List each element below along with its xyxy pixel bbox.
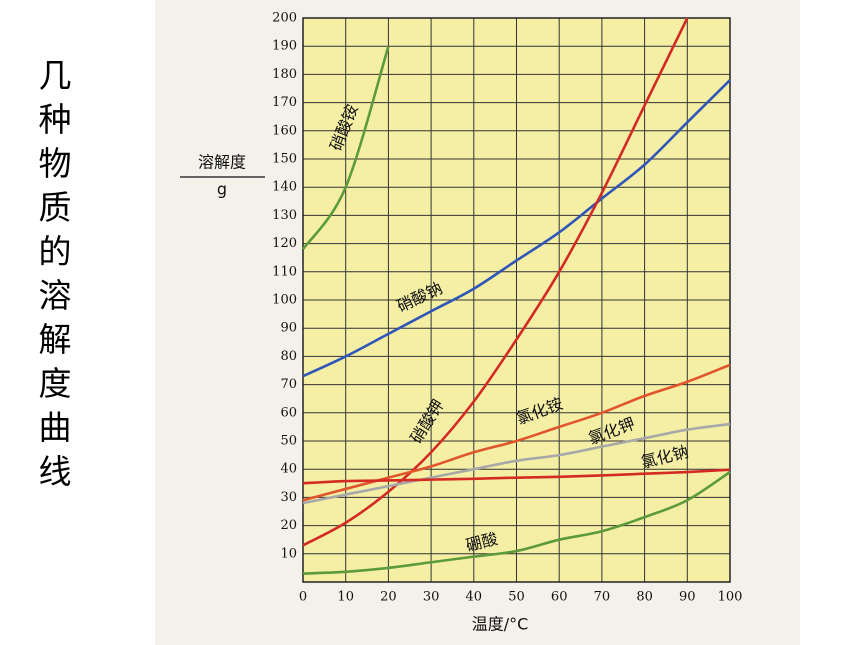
y-axis-unit: g	[217, 180, 227, 199]
series-line	[302, 470, 731, 575]
y-tick-label: 30	[280, 490, 297, 505]
y-tick-label: 110	[272, 264, 297, 279]
series-line	[302, 79, 731, 378]
chart-title: 几种物质的溶解度曲线	[33, 58, 72, 498]
y-tick-label: 60	[280, 405, 297, 420]
series-line	[302, 17, 689, 547]
y-tick-label: 160	[272, 123, 297, 138]
y-tick-label: 70	[280, 377, 297, 392]
series-line	[301, 45, 390, 251]
x-tick-label: 10	[337, 590, 354, 605]
y-tick-label: 10	[280, 546, 297, 561]
y-tick-label: 90	[280, 321, 297, 336]
y-tick-label: 200	[272, 11, 297, 26]
x-tick-label: 20	[380, 590, 397, 605]
x-tick-label: 50	[508, 590, 525, 605]
y-axis-label: 溶解度	[198, 153, 246, 172]
y-tick-label: 150	[272, 152, 297, 167]
x-tick-label: 70	[594, 590, 611, 605]
x-tick-label: 40	[466, 590, 483, 605]
y-tick-label: 180	[272, 67, 297, 82]
x-tick-label: 30	[423, 590, 440, 605]
y-tick-label: 20	[280, 518, 297, 533]
y-tick-label: 40	[280, 462, 297, 477]
x-tick-label: 80	[636, 590, 653, 605]
x-tick-label: 90	[679, 590, 696, 605]
y-tick-label: 100	[272, 293, 297, 308]
y-tick-label: 120	[272, 236, 297, 251]
x-tick-label: 60	[551, 590, 568, 605]
x-tick-label: 0	[299, 590, 307, 605]
y-tick-label: 50	[280, 434, 297, 449]
series-line	[302, 422, 731, 505]
plot-frame	[302, 17, 731, 583]
y-tick-label: 190	[272, 39, 297, 54]
y-tick-label: 130	[272, 208, 297, 223]
x-axis-label: 温度/°C	[472, 615, 529, 634]
x-tick-label: 100	[718, 590, 743, 605]
y-tick-label: 80	[280, 349, 297, 364]
series-line	[302, 468, 731, 485]
y-tick-label: 140	[272, 180, 297, 195]
y-tick-label: 170	[272, 95, 297, 110]
